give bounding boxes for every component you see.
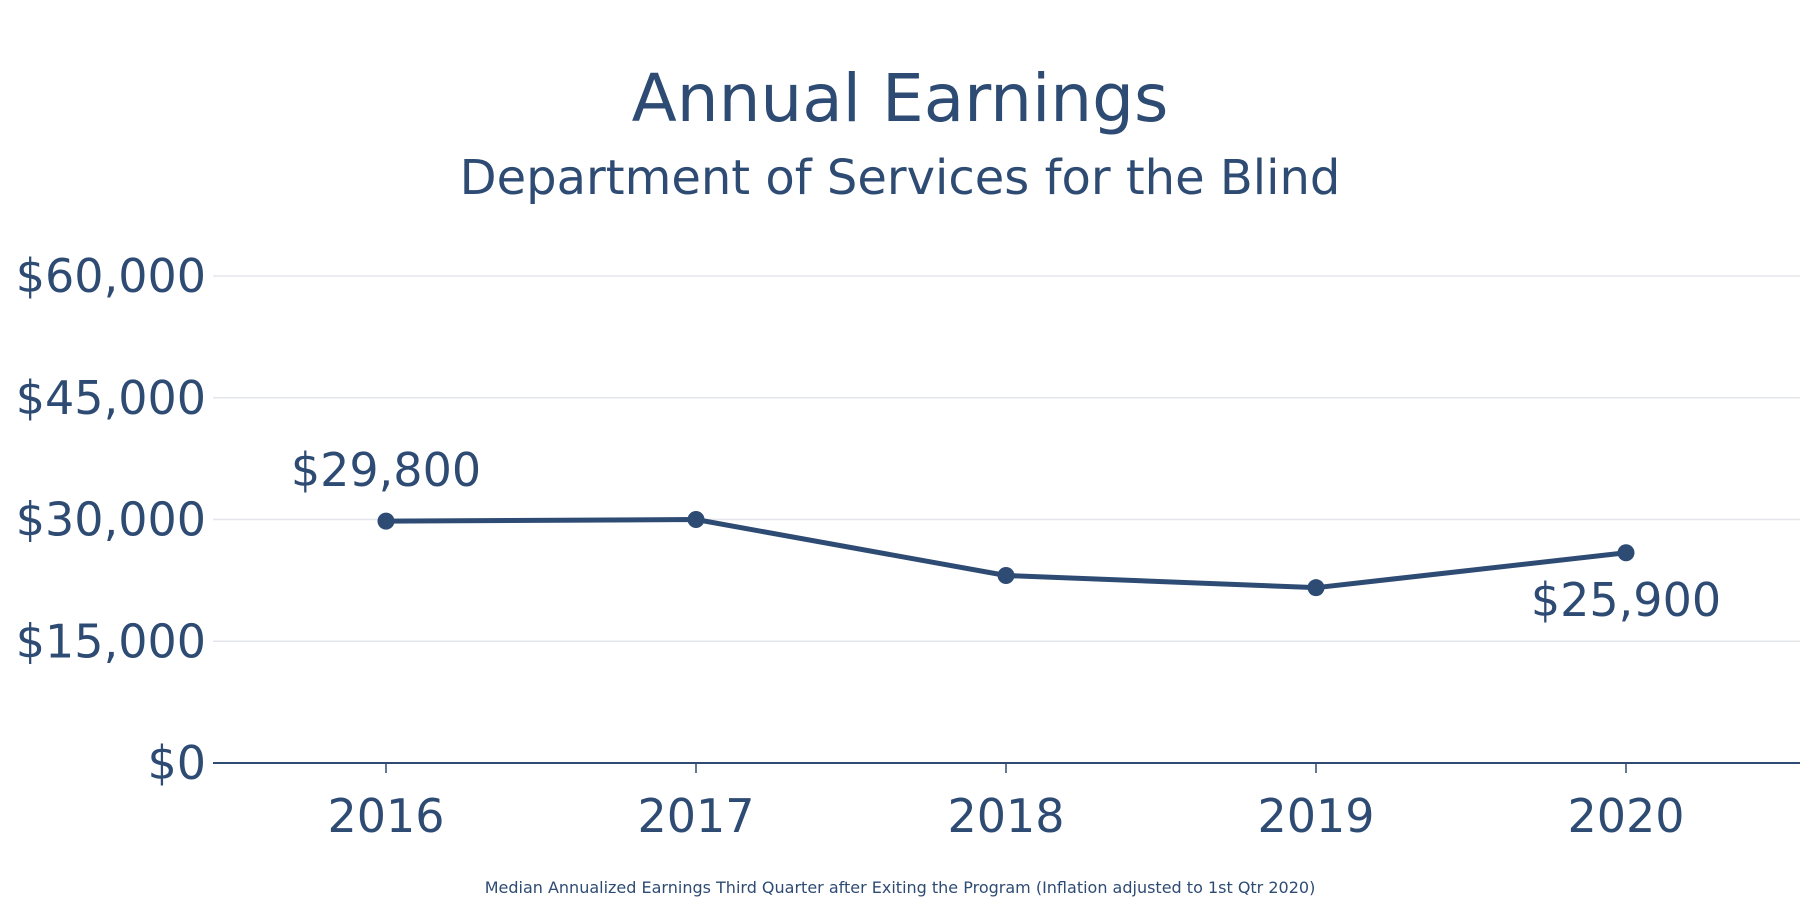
axes: $0 $15,000 $30,000 $45,000 $60,000 2016 2017 20… <box>16 249 1800 843</box>
data-label: $25,900 <box>1531 573 1721 627</box>
x-tick-label: 2020 <box>1567 789 1684 843</box>
chart-title: Annual Earnings <box>632 60 1169 137</box>
data-labels: $29,800 $25,900 <box>291 443 1721 627</box>
y-tick-label: $30,000 <box>16 493 206 547</box>
data-point <box>377 512 395 530</box>
y-tick-label: $45,000 <box>16 371 206 425</box>
x-tick-label: 2019 <box>1257 789 1374 843</box>
y-tick-label: $0 <box>147 736 206 790</box>
chart-subtitle: Department of Services for the Blind <box>460 150 1341 206</box>
data-point <box>997 567 1015 585</box>
data-point <box>687 511 705 528</box>
y-tick-label: $60,000 <box>16 249 206 303</box>
x-tick-label: 2017 <box>637 789 754 843</box>
data-label: $29,800 <box>291 443 481 497</box>
series-line-group <box>377 511 1635 597</box>
y-tick-label: $15,000 <box>16 614 206 668</box>
data-point <box>1307 579 1325 597</box>
chart-footnote: Median Annualized Earnings Third Quarter… <box>485 878 1316 897</box>
x-tick-label: 2016 <box>327 789 444 843</box>
x-tick-label: 2018 <box>947 789 1064 843</box>
data-point <box>1617 544 1635 562</box>
